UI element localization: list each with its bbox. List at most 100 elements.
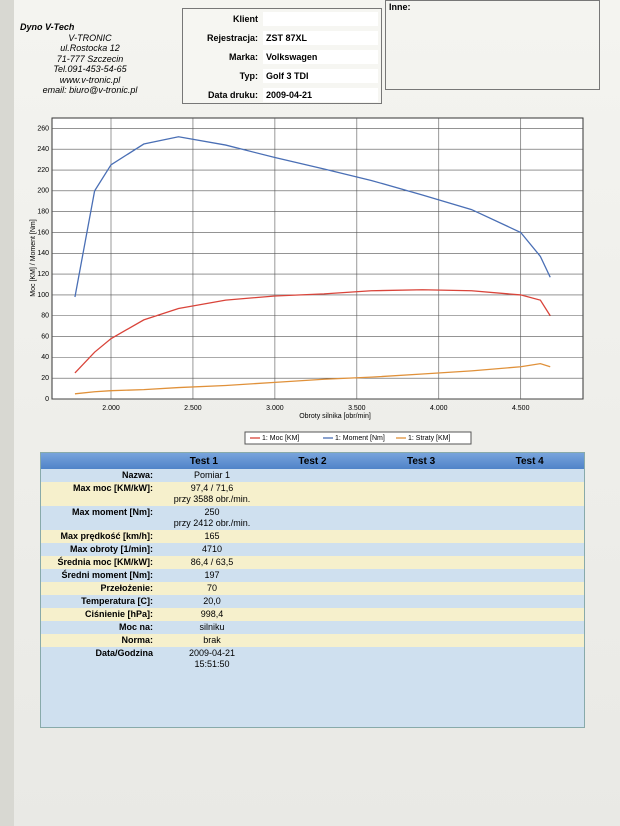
y-tick-label: 160 [37,229,49,236]
y-tick-label: 200 [37,188,49,195]
company-line: ul.Rostocka 12 [60,43,120,53]
company-line: Tel.091-453-54-65 [53,64,127,74]
header-cell: Test 2 [298,455,327,467]
results-table: Test 1 Test 2 Test 3 Test 4 Nazwa: Pomiar 1 Ma… [40,452,585,728]
y-tick-label: 0 [45,396,49,403]
field-value: ZST 87XL [263,30,378,45]
row-value: Pomiar 1 [157,469,267,482]
y-tick-label: 60 [41,333,49,340]
value-line: 15:51:50 [194,659,230,669]
y-tick-label: 220 [37,167,49,174]
row-label: Średnia moc [KM/kW]: [57,557,153,567]
field-label: Typ: [239,70,258,81]
row-value: 20,0 [157,595,267,608]
row-label: Max obroty [1/min]: [69,544,153,554]
row-label: Ciśnienie [hPa]: [84,609,153,619]
row-value: 250 przy 2412 obr./min. [157,506,267,530]
value-line: silniku [199,622,225,632]
field-value: 2009-04-21 [263,87,378,102]
value-line: 4710 [201,544,223,554]
client-row: Rejestracja: ZST 87XL [183,28,381,47]
row-value: silniku [157,621,267,634]
y-tick-label: 120 [37,271,49,278]
field-value: Volkswagen [263,49,378,64]
value-line: 165 [204,531,220,541]
row-value: 86,4 / 63,5 [157,556,267,569]
table-row: Przełożenie: 70 [41,582,584,595]
x-tick-label: 3.500 [348,405,366,412]
row-label: Nazwa: [121,470,153,480]
y-tick-label: 240 [37,146,49,153]
header-cell: Test 3 [406,455,436,467]
x-tick-label: 4.000 [430,405,448,412]
row-value: 197 [157,569,267,582]
series-line [74,289,551,374]
y-tick-label: 180 [37,209,49,216]
table-row: Max moc [KM/kW]: 97,4 / 71,6 przy 3588 obr… [41,482,584,506]
row-label: Przełożenie: [100,583,153,593]
row-value: 4710 [157,543,267,556]
table-row: Ciśnienie [hPa]: 998,4 [41,608,584,621]
value-line: 86,4 / 63,5 [190,557,234,567]
row-label: Temperatura [C]: [81,596,153,606]
legend-label: 1: Moc [KM] [262,435,299,442]
table-row: Średni moment [Nm]: 197 [41,569,584,582]
y-tick-label: 20 [41,375,49,382]
client-title-row: Klient [183,9,381,28]
table-header: Test 1 Test 2 Test 3 Test 4 [41,453,584,469]
table-row: Norma: brak [41,634,584,647]
table-row: Temperatura [C]: 20,0 [41,595,584,608]
y-tick-label: 100 [37,292,49,299]
client-title: Klient [232,13,258,24]
row-label: Max moc [KM/kW]: [72,483,153,493]
company-line: www.v-tronic.pl [59,74,121,85]
field-label: Marka: [228,51,258,62]
table-row: Średnia moc [KM/kW]: 86,4 / 63,5 [41,556,584,569]
company-line: 71-777 Szczecin [56,53,124,64]
x-axis-label: Obroty silnika [obr/min] [299,413,371,420]
value-line: przy 2412 obr./min. [173,518,251,528]
y-tick-label: 260 [37,125,49,132]
row-label: Max prędkość [km/h]: [60,531,153,541]
row-label: Data/Godzina [95,648,153,658]
value-line: 2009-04-21 [188,648,236,658]
y-axis-label: Moc [KM] / Moment [Nm] [30,219,37,296]
table-row: Moc na: silniku [41,621,584,634]
plot-area [51,117,584,400]
company-line: V-TRONIC [68,32,112,43]
client-value [263,11,378,26]
value-line: 70 [206,583,217,593]
row-label: Moc na: [118,622,153,632]
table-row: Max obroty [1/min]: 4710 [41,543,584,556]
field-value: Golf 3 TDI [263,68,378,83]
y-tick-label: 140 [37,250,49,257]
row-label: Max moment [Nm]: [71,507,153,517]
legend-label: 1: Moment [Nm] [335,435,385,442]
x-tick-label: 3.000 [266,405,284,412]
table-row: Max moment [Nm]: 250 przy 2412 obr./min. [41,506,584,530]
y-tick-label: 80 [41,313,49,320]
field-label: Data druku: [207,89,258,100]
legend-box [244,431,472,445]
field-label: Rejestracja: [206,32,258,43]
row-label: Norma: [121,635,153,645]
client-row: Data druku: 2009-04-21 [183,85,381,104]
table-row: Nazwa: Pomiar 1 [41,469,584,482]
value-line: 197 [204,570,220,580]
company-info: Dyno V-Tech V-TRONIC ul.Rostocka 12 71-777 … [20,22,160,96]
client-row: Typ: Golf 3 TDI [183,66,381,85]
row-value: 998,4 [157,608,267,621]
row-value: 97,4 / 71,6 przy 3588 obr./min. [157,482,267,506]
table-row: Max prędkość [km/h]: 165 [41,530,584,543]
x-tick-label: 2.000 [102,405,120,412]
value-line: przy 3588 obr./min. [173,494,251,504]
client-row: Marka: Volkswagen [183,47,381,66]
row-label: Średni moment [Nm]: [61,570,153,580]
x-tick-label: 4.500 [512,405,530,412]
legend-label: 1: Straty [KM] [408,435,450,442]
header-cell: Test 1 [189,455,218,467]
y-tick-label: 40 [41,354,49,361]
client-box: Klient Rejestracja: ZST 87XL Marka: Volkswa… [182,8,382,104]
